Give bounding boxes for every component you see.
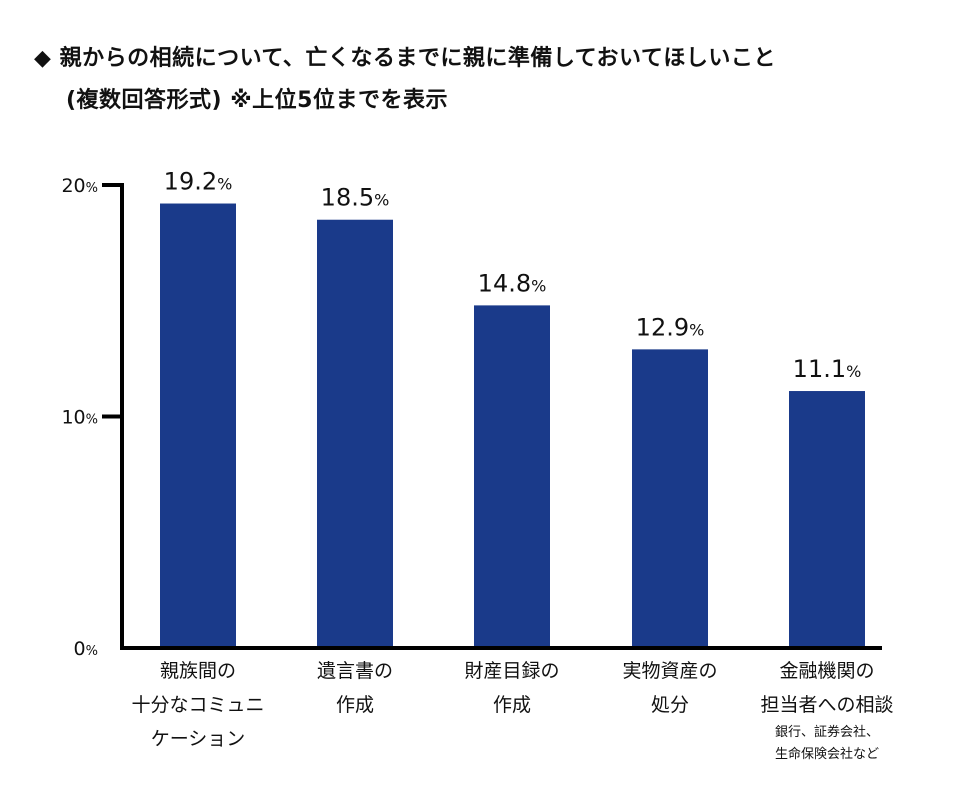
x-tick-label-line: 作成 (492, 694, 531, 716)
x-tick-label-line: 処分 (650, 694, 689, 716)
x-tick-label-line: 十分なコミュニ (131, 694, 265, 716)
y-tick-label: 20% (61, 175, 98, 197)
bar (160, 203, 236, 648)
x-tick-label: 財産目録の 作成 (422, 654, 602, 722)
x-tick-label: 遺言書の 作成 (265, 654, 445, 722)
x-tick-label-line: 実物資産の (622, 660, 718, 682)
bar (317, 219, 393, 648)
x-tick-label-line: 親族間の (159, 660, 236, 682)
x-tick-note: 生命保険会社など (774, 747, 879, 762)
x-tick-label: 実物資産の 処分 (580, 654, 760, 722)
data-label: 11.1% (793, 355, 862, 383)
data-label: 18.5% (321, 184, 390, 212)
data-label: 12.9% (636, 313, 705, 341)
x-tick-label-line: 担当者への相談 (760, 694, 894, 716)
x-tick-label-line: ケーション (150, 728, 246, 750)
data-label: 19.2% (164, 168, 233, 196)
bar (632, 349, 708, 648)
bar (789, 391, 865, 648)
x-tick-note: 銀行、証券会社、 (774, 725, 879, 740)
x-tick-label: 金融機関の担当者への相談銀行、証券会社、 生命保険会社など (737, 654, 917, 766)
x-tick-label-line: 遺言書の (316, 660, 393, 682)
chart-title-line2: (複数回答形式) ※上位5位までを表示 (66, 88, 448, 113)
x-tick-label-line: 金融機関の (779, 660, 875, 682)
chart-title-line1: ◆ 親からの相続について、亡くなるまでに親に準備しておいてほしいこと (34, 46, 776, 71)
y-tick-label: 10% (61, 407, 98, 429)
data-label: 14.8% (478, 269, 547, 297)
x-tick-label-line: 作成 (335, 694, 374, 716)
y-tick-label: 0% (74, 638, 98, 660)
bar (474, 305, 550, 648)
x-tick-label: 親族間の十分なコミュニ ケーション (108, 654, 288, 756)
x-tick-label-line: 財産目録の (464, 660, 560, 682)
